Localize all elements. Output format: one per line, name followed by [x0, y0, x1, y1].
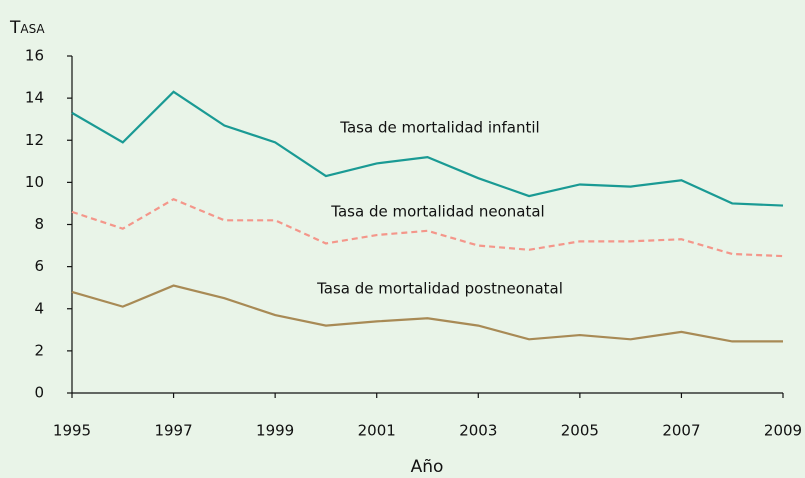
x-tick-label: 2005: [561, 422, 599, 440]
y-tick-label: 4: [34, 299, 44, 317]
x-tick-label: 1995: [53, 422, 91, 440]
y-tick-label: 0: [34, 384, 44, 402]
series-label: Tasa de mortalidad infantil: [339, 119, 539, 137]
series-line: [71, 198, 784, 258]
x-tick-label: 2003: [459, 422, 497, 440]
y-tick-label: 6: [34, 257, 44, 275]
series-line: [71, 284, 783, 343]
y-tick-label: 12: [25, 131, 44, 149]
y-tick-label: 2: [34, 341, 44, 359]
y-tick-label: 14: [25, 89, 44, 107]
x-axis-label: Año: [411, 457, 444, 477]
x-tick-label: 1997: [154, 422, 192, 440]
series-label: Tasa de mortalidad neonatal: [330, 203, 544, 221]
x-tick-label: 1999: [256, 422, 294, 440]
y-tick-label: 8: [34, 215, 44, 233]
x-tick-label: 2009: [764, 422, 802, 440]
series-line: [71, 90, 784, 207]
x-tick-label: 2001: [358, 422, 396, 440]
y-tick-label: 16: [25, 47, 44, 65]
x-tick-label: 2007: [662, 422, 700, 440]
y-axis-label: Tasa: [9, 18, 45, 38]
series-label: Tasa de mortalidad postneonatal: [316, 280, 563, 298]
y-tick-label: 10: [25, 173, 44, 191]
